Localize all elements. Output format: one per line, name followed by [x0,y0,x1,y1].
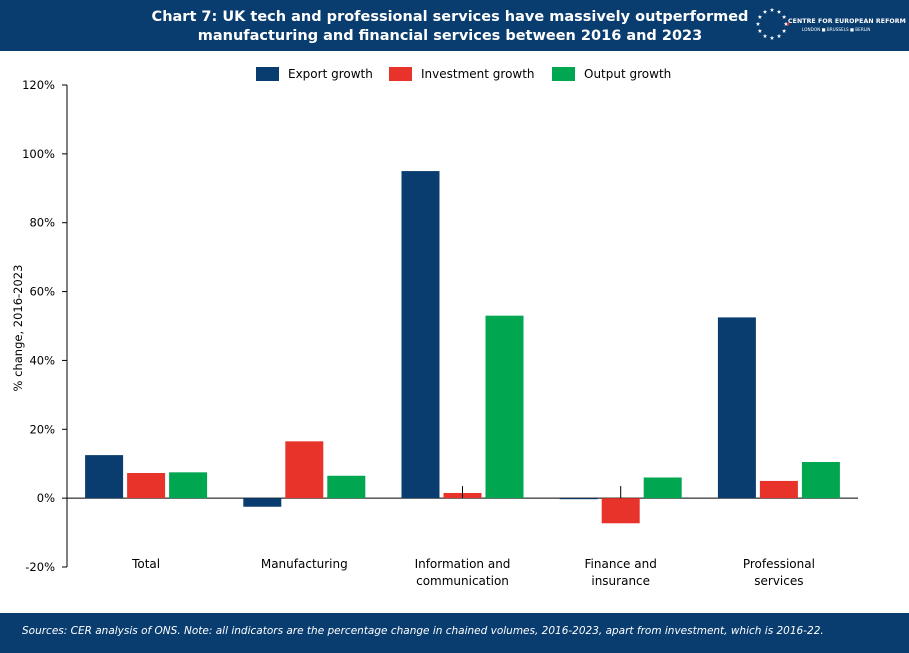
logo-text: CENTRE FOR EUROPEAN REFORM [788,18,906,25]
legend-label: Investment growth [421,67,535,81]
x-axis-labels: Total Manufacturing Information and communi… [131,557,815,588]
y-tick-label: 80% [29,216,55,230]
y-tick-label: 60% [29,285,55,299]
x-category-label: Manufacturing [261,557,348,571]
bar-output-growth [169,472,208,499]
chart-header: Chart 7: UK tech and professional servic… [0,0,909,51]
bar-output-growth [485,315,524,499]
bar-investment-growth [285,441,324,499]
bar-output-growth [801,461,840,499]
bar-export-growth [559,498,598,500]
legend-swatch [389,67,412,81]
bar-export-growth [717,317,756,499]
y-tick-label: -20% [25,560,55,574]
chart-title-line-2: manufacturing and financial services bet… [197,28,703,44]
legend-swatch [256,67,279,81]
x-category-label: Information and communication [415,557,511,588]
bar-investment-growth [759,480,798,499]
y-tick-label: 0% [37,491,55,505]
bar-output-growth [643,477,682,499]
cer-logo: CENTRE FOR EUROPEAN REFORM LONDON ■ BRUS… [755,5,906,45]
y-tick-label: 100% [22,147,55,161]
chart-bars [85,171,840,524]
chart-footer: Sources: CER analysis of ONS. Note: all … [0,613,909,653]
logo-subtext: LONDON ■ BRUSSELS ■ BERLIN [802,27,871,32]
eu-stars-icon [755,7,789,40]
bar-investment-growth [127,473,166,499]
chart-legend: Export growth Investment growth Output gro… [256,67,671,81]
bar-export-growth [243,498,282,507]
chart-title: Chart 7: UK tech and professional servic… [150,8,750,46]
bar-export-growth [401,171,440,499]
y-tick-label: 40% [29,353,55,367]
bar-output-growth [327,475,366,499]
legend-label: Export growth [288,67,373,81]
legend-swatch [552,67,575,81]
y-axis-label: % change, 2016-2023 [11,265,25,392]
x-category-label: Professional services [743,557,815,588]
legend-label: Output growth [584,67,671,81]
x-category-label: Finance and insurance [585,557,657,588]
y-tick-label: 120% [22,78,55,92]
chart-title-line-1: Chart 7: UK tech and professional servic… [151,9,749,25]
bar-export-growth [85,455,124,499]
bar-investment-growth [601,498,640,524]
source-note: Sources: CER analysis of ONS. Note: all … [22,625,824,637]
bar-chart: Export growth Investment growth Output gro… [11,67,858,588]
y-tick-label: 20% [29,422,55,436]
x-category-label: Total [131,557,160,571]
